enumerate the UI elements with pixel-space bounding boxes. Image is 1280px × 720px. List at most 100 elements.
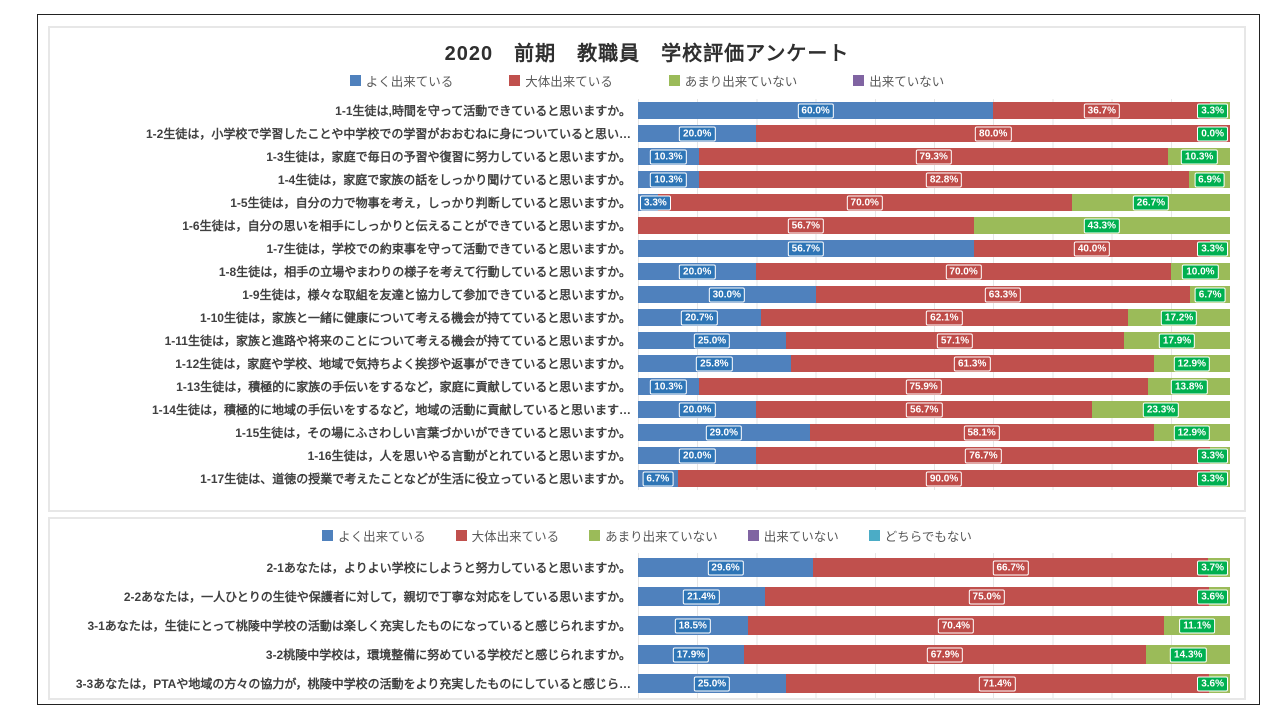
bar-segment-daitai: 90.0% [677,470,1211,487]
table-row: 1-6生徒は，自分の思いを相手にしっかりと伝えることができていると思いますか。 5… [50,214,1230,237]
bar-segment-daitai: 61.3% [790,355,1154,372]
data-label: 20.0% [679,448,716,463]
data-label: 17.9% [1158,333,1196,348]
bar-segment-amari: 26.7% [1071,194,1230,211]
bar-segment-yoku: 3.3% [638,194,671,211]
legend-label: あまり出来ていない [684,75,798,89]
legend-swatch-icon [668,75,680,86]
legend-swatch-icon [747,530,759,541]
table-row: 3-3あなたは，PTAや地域の方々の協力が，桃陵中学校の活動をより充実したものに… [50,669,1230,698]
bar-segment-amari: 43.3% [973,217,1230,234]
data-label: 58.1% [963,425,1000,440]
data-label: 11.1% [1179,618,1216,633]
data-label: 17.2% [1160,310,1198,325]
bar-segment-yoku: 25.8% [638,355,791,372]
data-label: 3.6% [1197,589,1228,604]
legend-label: よく出来ている [365,75,454,89]
row-label: 3-2桃陵中学校は，環境整備に努めている学校だと感じられますか。 [265,648,631,662]
data-label: 70.0% [945,264,982,279]
row-label: 1-7生徒は，学校での約束事を守って活動できていると思いますか。 [266,242,631,256]
row-label: 1-10生徒は，家族と一緒に健康について考える機会が持てていると思いますか。 [199,311,631,325]
bar-segment-yoku: 10.3% [638,148,699,165]
bar-plot: 25.0% 57.1% 17.9% [638,332,1230,349]
bar-segment-amari: 3.7% [1197,558,1230,577]
bar-plot: 6.7% 90.0% 3.3% [638,470,1230,487]
bar-segment-daitai: 56.7% [756,401,1093,418]
row-label: 1-11生徒は，家族と進路や将来のことについて考える機会が持てていると思いますか… [164,334,631,348]
bar-plot: 30.0% 63.3% 6.7% [638,286,1230,303]
bar-segment-daitai: 63.3% [815,286,1191,303]
data-label: 18.5% [674,618,711,633]
bar-segment-amari: 3.6% [1197,587,1230,606]
data-label: 71.4% [979,676,1016,691]
bar-plot: 3.3% 70.0% 26.7% [638,194,1230,211]
bar-segment-yoku: 17.9% [638,645,744,664]
data-label: 36.7% [1083,103,1120,118]
data-label: 75.0% [968,589,1005,604]
data-label: 43.3% [1083,218,1121,233]
data-label: 56.7% [787,218,825,233]
bar-segment-yoku: 20.0% [638,125,757,142]
bar-segment-daitai: 57.1% [786,332,1125,349]
data-label: 6.9% [1194,172,1225,187]
data-label: 62.1% [926,310,963,325]
legend-item-amari: あまり出来ていない [589,526,718,545]
data-label: 3.3% [1197,241,1228,256]
data-label: 56.7% [906,402,943,417]
row-label: 1-4生徒は，家庭で家族の話をしっかり聞けていると思いますか。 [277,173,631,187]
bar-segment-yoku: 20.0% [638,401,757,418]
bar-segment-daitai: 62.1% [760,309,1129,326]
legend-swatch-icon [349,75,361,86]
row-label: 1-9生徒は，様々な取組を友達と協力して参加できていると思いますか。 [242,288,631,302]
legend-item-yoku: よく出来ている [322,526,426,545]
bar-segment-yoku: 60.0% [638,102,994,119]
legend-label: 出来ていない [763,530,839,544]
data-label: 25.8% [696,356,733,371]
bar-segment-amari: 3.3% [1197,470,1230,487]
data-label: 61.3% [953,356,991,371]
row-label: 1-16生徒は，人を思いやる言動がとれていると思いますか。 [307,449,631,463]
data-label: 79.3% [915,149,952,164]
bar-plot: 20.0% 76.7% 3.3% [638,447,1230,464]
bar-segment-daitai: 40.0% [973,240,1211,257]
bar-segment-amari: 3.3% [1197,102,1230,119]
data-label: 75.9% [905,379,942,394]
data-label: 10.0% [1182,264,1219,279]
bar-plot: 10.3% 79.3% 10.3% [638,148,1230,165]
table-row: 1-3生徒は，家庭で毎日の予習や復習に努力していると思いますか。 10.3% 79.… [50,145,1230,168]
data-label: 60.0% [797,103,834,118]
bar-plot: 25.0% 71.4% 3.6% [638,674,1230,693]
chart-rows: 1-1生徒は,時間を守って活動できていると思いますか。 60.0% 36.7% 3.3… [50,99,1244,490]
data-label: 40.0% [1073,241,1111,256]
legend-label: 出来ていない [869,75,945,89]
row-label: 1-15生徒は，その場にふさわしい言葉づかいができていると思いますか。 [235,426,631,440]
table-row: 3-2桃陵中学校は，環境整備に努めている学校だと感じられますか。 17.9% 67.… [50,640,1230,669]
table-row: 1-4生徒は，家庭で家族の話をしっかり聞けていると思いますか。 10.3% 82.8… [50,168,1230,191]
bar-plot: 20.0% 56.7% 23.3% [638,401,1230,418]
data-label: 6.7% [1194,287,1226,302]
bar-segment-amari: 17.2% [1128,309,1230,326]
row-label: 1-1生徒は,時間を守って活動できていると思いますか。 [335,104,631,118]
data-label: 3.6% [1197,676,1228,691]
data-label: 10.3% [1181,149,1218,164]
data-label: 20.0% [679,402,716,417]
bar-plot: 21.4% 75.0% 3.6% [638,587,1230,606]
table-row: 1-10生徒は，家族と一緒に健康について考える機会が持てていると思いますか。 20… [50,306,1230,329]
bar-segment-daitai: 75.9% [698,378,1149,395]
data-label: 10.3% [650,379,687,394]
table-row: 1-2生徒は，小学校で学習したことや中学校での学習がおおむねに身についていると思… [50,122,1230,145]
table-row: 2-2あなたは，一人ひとりの生徒や保護者に対して，親切で丁寧な対応をしている思い… [50,582,1230,611]
table-row: 1-15生徒は，その場にふさわしい言葉づかいができていると思いますか。 29.0%… [50,421,1230,444]
bar-plot: 10.3% 82.8% 6.9% [638,171,1230,188]
data-label: 30.0% [708,287,745,302]
survey-chart-panel-top: 2020 前期 教職員 学校評価アンケート よく出来ている 大体出来ている あまり出… [48,26,1246,512]
bar-segment-amari: 12.9% [1153,424,1230,441]
bar-segment-daitai: 79.3% [698,148,1169,165]
bar-segment-amari: 23.3% [1092,401,1230,418]
table-row: 1-7生徒は，学校での約束事を守って活動できていると思いますか。 56.7% 40.… [50,237,1230,260]
bar-segment-yoku: 29.0% [638,424,810,441]
bar-plot: 60.0% 36.7% 3.3% [638,102,1230,119]
legend-item-daitai: 大体出来ている [509,71,613,90]
bar-segment-amari: 14.3% [1145,645,1230,664]
bar-segment-yoku: 56.7% [638,240,974,257]
